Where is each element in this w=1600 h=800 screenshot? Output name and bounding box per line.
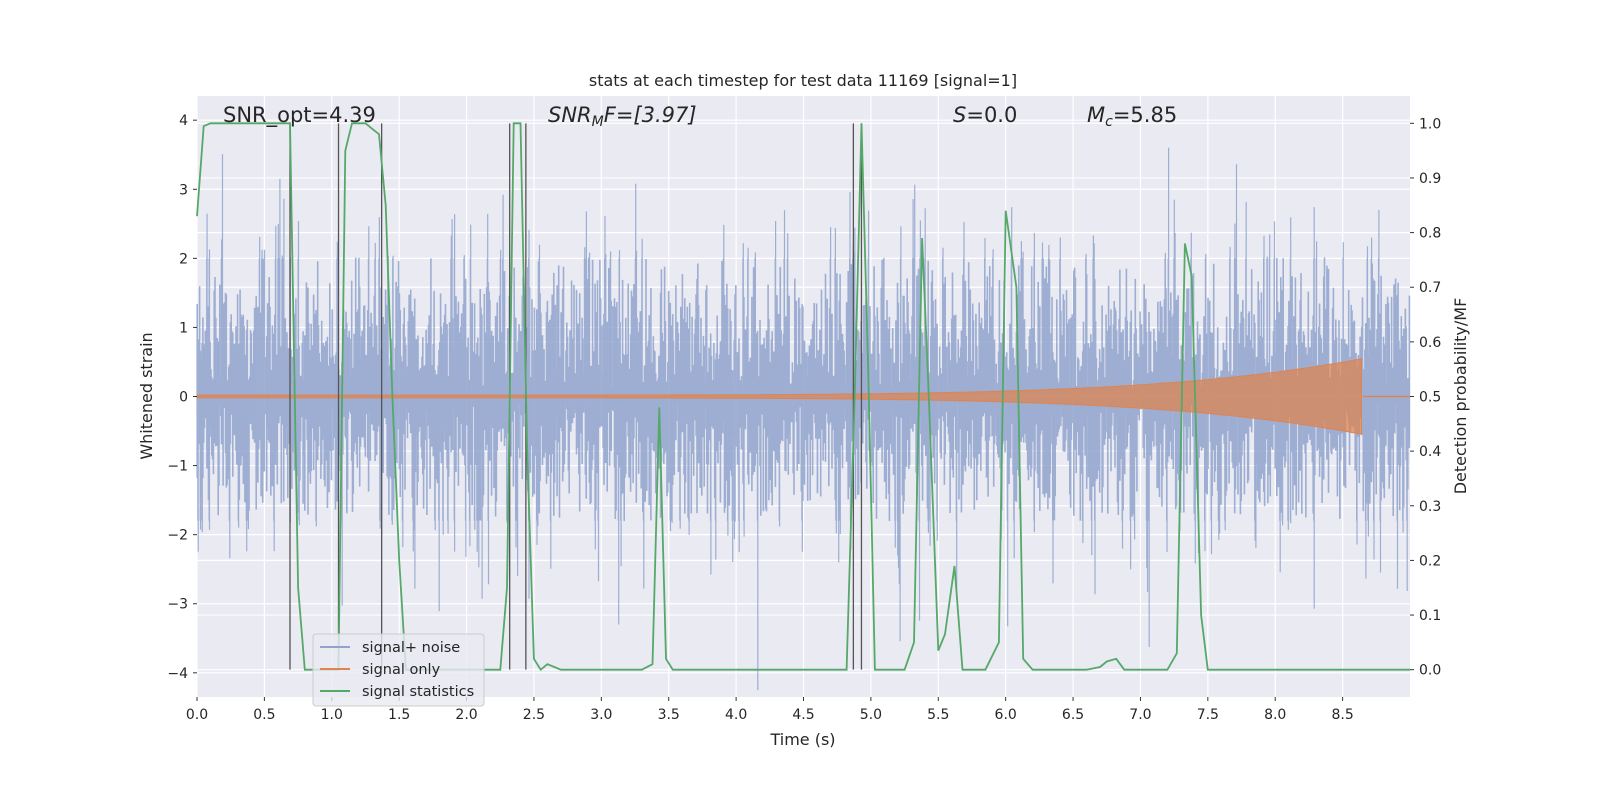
y-right-tick-label: 0.7 [1419,280,1441,296]
y-right-tick-label: 0.2 [1419,553,1441,569]
x-tick-label: 1.0 [321,707,343,723]
y-right-tick-label: 0.3 [1419,499,1441,515]
y-right-tick-label: 0.1 [1419,608,1441,624]
y-right-tick-label: 0.6 [1419,335,1441,351]
x-tick-label: 8.5 [1331,707,1353,723]
y-left-tick-label: 0 [179,390,188,406]
annotation-snr-mf-var: SNR [548,103,592,127]
y-left-tick-label: −3 [167,597,188,613]
x-tick-label: 2.5 [523,707,545,723]
annotation-mc-var: M [1087,103,1105,127]
y-right-tick-label: 0.0 [1419,663,1441,679]
x-tick-label: 4.5 [792,707,814,723]
y-right-tick-label: 1.0 [1419,116,1441,132]
x-tick-label: 7.0 [1129,707,1151,723]
y-left-tick-label: −4 [167,666,188,682]
legend-label-signal-statistics: signal statistics [362,684,474,700]
y-right-tick-labels: 1.0 0.9 0.8 0.7 0.6 0.5 0.4 0.3 0.2 0.1 0.0 [1410,116,1441,679]
signal-only-envelope [196,358,1362,435]
legend-box [312,633,485,707]
x-tick-label: 0.5 [253,707,275,723]
annotation-s-var: S [953,103,966,127]
annotation-mc-sub: c [1105,114,1113,130]
x-tick-label: 1.5 [388,707,410,723]
x-tick-label: 4.0 [725,707,747,723]
vertical-markers [289,123,863,670]
y-right-tick-label: 0.8 [1419,226,1441,242]
x-axis-label: Time (s) [769,730,835,749]
y-right-tick-label: 0.4 [1419,444,1441,460]
y-right-tick-label: 0.5 [1419,390,1441,406]
y-left-tick-label: 2 [179,251,188,267]
x-tick-label: 2.0 [455,707,477,723]
annotation-s: S=0.0 [953,103,1017,127]
x-tick-label: 5.0 [860,707,882,723]
x-tick-label: 8.0 [1264,707,1286,723]
y-left-tick-label: 1 [179,320,188,336]
annotation-mc-value: =5.85 [1113,103,1177,127]
y-left-tick-label: −1 [167,459,188,475]
x-tick-labels: 0.0 0.5 1.0 1.5 2.0 2.5 3.0 3.5 4.0 4.5 5.0 5.5 6.0 6… [186,697,1354,723]
x-tick-label: 7.5 [1197,707,1219,723]
annotation-s-value: =0.0 [966,103,1017,127]
x-tick-label: 6.0 [995,707,1017,723]
x-tick-label: 3.5 [658,707,680,723]
series-signal-only [196,358,1410,435]
legend: signal+ noise signal only signal statist… [312,633,485,707]
y-left-tick-label: 3 [179,182,188,198]
x-tick-label: 6.5 [1062,707,1084,723]
x-tick-label: 5.5 [927,707,949,723]
legend-label-signal-noise: signal+ noise [362,640,460,656]
annotation-snr-mf-rest: F=[3.97] [604,103,697,127]
y-axis-right-label: Detection probability/MF [1451,298,1470,495]
y-left-tick-label: 4 [179,113,188,129]
y-left-tick-label: −2 [167,528,188,544]
chart-title: stats at each timestep for test data 111… [589,71,1017,90]
annotation-snr-mf-sub: M [592,114,604,130]
annotation-snr-mf: SNRMF=[3.97] [548,103,697,130]
x-tick-label: 0.0 [186,707,208,723]
y-right-tick-label: 0.9 [1419,171,1441,187]
annotation-mc: Mc=5.85 [1087,103,1177,130]
y-left-tick-labels: 4 3 2 1 0 −1 −2 −3 −4 [167,113,197,682]
y-axis-left-label: Whitened strain [137,332,156,459]
annotation-snr-opt: SNR_opt=4.39 [223,103,376,128]
x-tick-label: 3.0 [590,707,612,723]
legend-label-signal-only: signal only [362,662,441,678]
